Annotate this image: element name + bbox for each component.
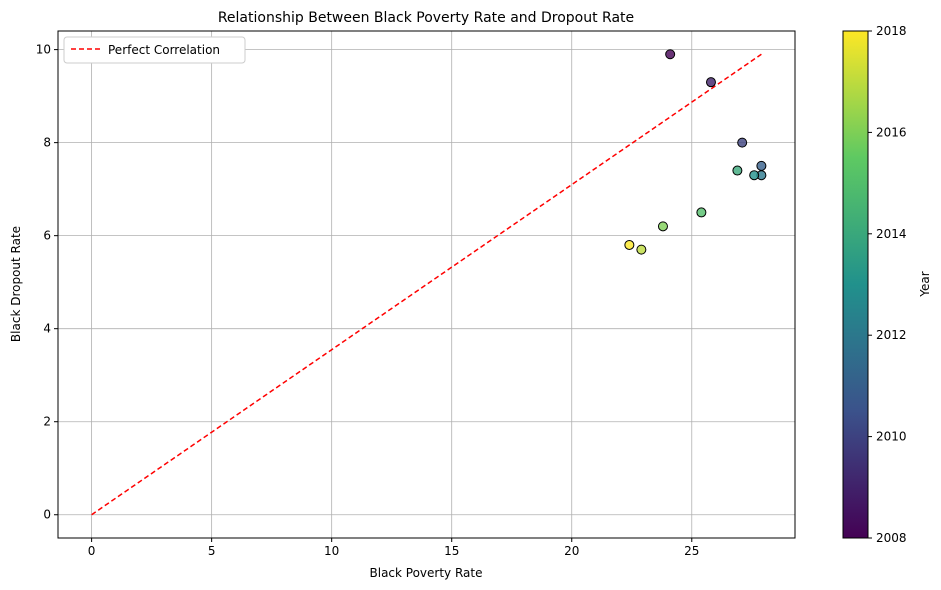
- plot-area-frame: [57, 30, 796, 539]
- chart-title: Relationship Between Black Poverty Rate …: [218, 10, 634, 26]
- colorbar: 2008 2010 2012 2014 2016 2018 Year: [842, 24, 932, 545]
- x-axis-ticks: 0 5 10 15 20 25: [88, 538, 699, 558]
- perfect-correlation-line-group: [91, 53, 762, 516]
- data-point: [696, 207, 707, 218]
- colorbar-gradient: [842, 30, 869, 539]
- colorbar-tick-label: 2010: [876, 430, 907, 444]
- legend: Perfect Correlation: [63, 36, 246, 64]
- y-tick-label: 10: [36, 43, 51, 57]
- colorbar-tick-label: 2014: [876, 227, 907, 241]
- y-tick-label: 6: [43, 229, 51, 243]
- data-points: [624, 49, 767, 255]
- x-tick-label: 25: [684, 544, 699, 558]
- perfect-correlation-line: [91, 53, 762, 516]
- y-tick-label: 8: [43, 136, 51, 150]
- colorbar-tick-label: 2018: [876, 24, 907, 38]
- x-tick-label: 15: [444, 544, 459, 558]
- y-tick-label: 4: [43, 322, 51, 336]
- y-axis-label: Black Dropout Rate: [9, 226, 23, 342]
- data-point: [749, 170, 760, 181]
- data-point: [756, 160, 767, 171]
- x-tick-label: 10: [324, 544, 339, 558]
- data-point: [657, 221, 668, 232]
- x-tick-label: 20: [564, 544, 579, 558]
- legend-label: Perfect Correlation: [108, 43, 220, 57]
- colorbar-tick-label: 2008: [876, 531, 907, 545]
- data-point: [624, 239, 635, 250]
- legend-box: [63, 36, 246, 64]
- colorbar-ticks: 2008 2010 2012 2014 2016 2018: [868, 24, 907, 545]
- data-point: [665, 49, 676, 60]
- x-tick-label: 5: [208, 544, 216, 558]
- y-axis-ticks: 0 2 4 6 8 10: [36, 43, 58, 522]
- colorbar-tick-label: 2016: [876, 125, 907, 139]
- y-tick-label: 0: [43, 508, 51, 522]
- x-tick-label: 0: [88, 544, 96, 558]
- colorbar-label: Year: [918, 271, 932, 297]
- x-axis-label: Black Poverty Rate: [370, 566, 483, 580]
- data-point: [737, 137, 748, 148]
- y-tick-label: 2: [43, 415, 51, 429]
- data-point: [732, 165, 743, 176]
- data-point: [636, 244, 647, 255]
- data-point: [705, 77, 716, 88]
- colorbar-tick-label: 2012: [876, 328, 907, 342]
